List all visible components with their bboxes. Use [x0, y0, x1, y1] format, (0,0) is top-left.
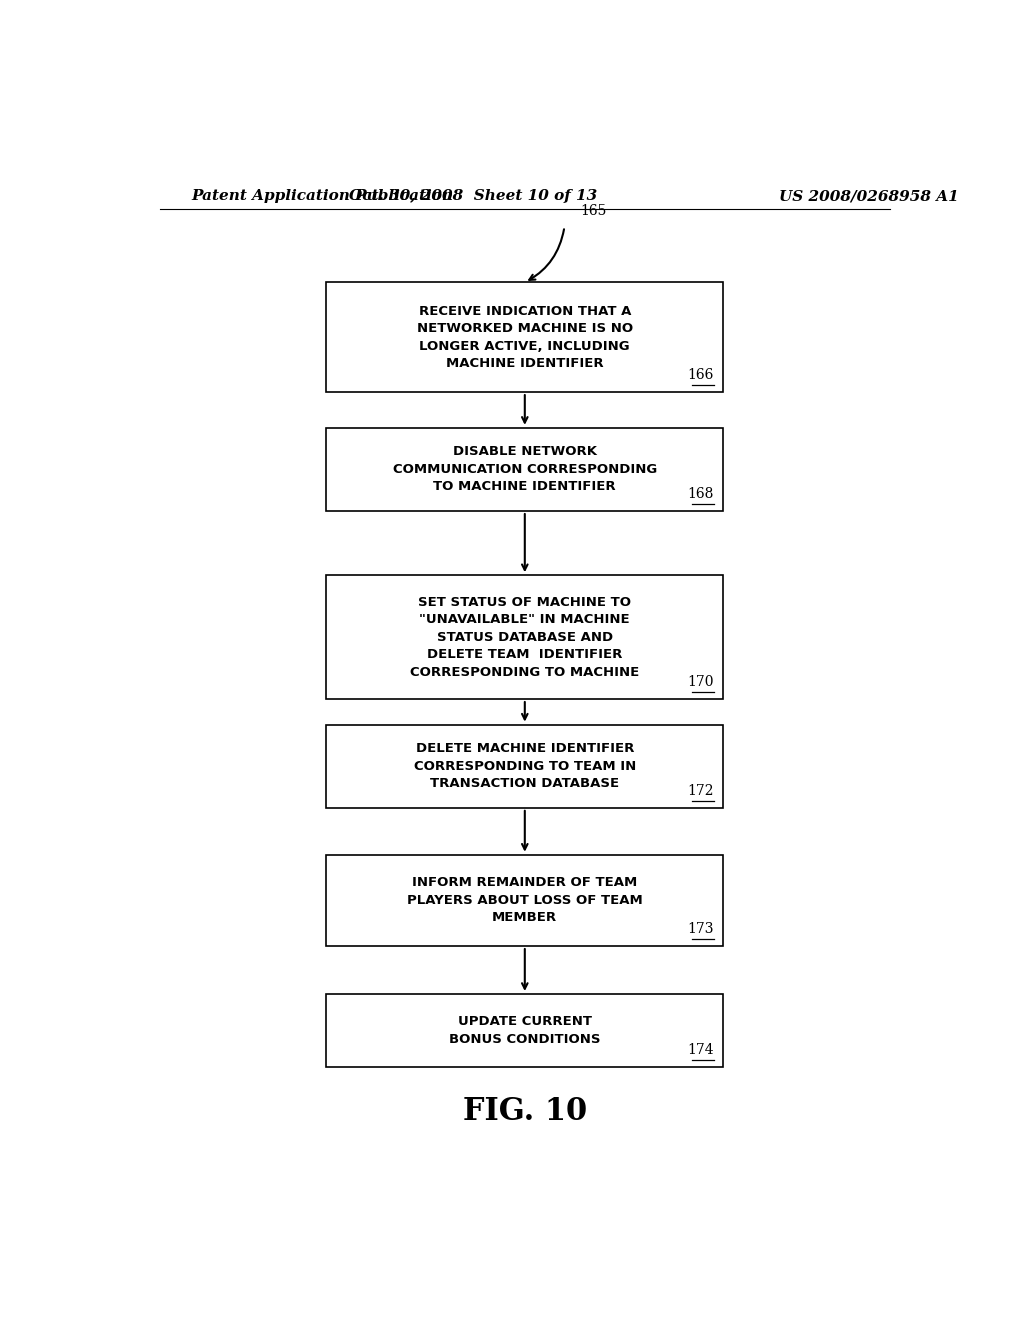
Bar — [327, 428, 723, 511]
Text: 165: 165 — [581, 205, 607, 218]
Text: UPDATE CURRENT
BONUS CONDITIONS: UPDATE CURRENT BONUS CONDITIONS — [450, 1015, 600, 1045]
Text: 166: 166 — [687, 368, 714, 381]
Text: FIG. 10: FIG. 10 — [463, 1097, 587, 1127]
Bar — [327, 725, 723, 808]
Text: 173: 173 — [687, 921, 714, 936]
Bar — [327, 854, 723, 946]
Text: Oct. 30, 2008  Sheet 10 of 13: Oct. 30, 2008 Sheet 10 of 13 — [349, 189, 597, 203]
Bar — [327, 994, 723, 1067]
Text: US 2008/0268958 A1: US 2008/0268958 A1 — [778, 189, 958, 203]
Text: 170: 170 — [687, 675, 714, 689]
Text: 174: 174 — [687, 1043, 714, 1057]
Text: RECEIVE INDICATION THAT A
NETWORKED MACHINE IS NO
LONGER ACTIVE, INCLUDING
MACHI: RECEIVE INDICATION THAT A NETWORKED MACH… — [417, 305, 633, 370]
Text: 168: 168 — [687, 487, 714, 500]
Bar — [327, 282, 723, 392]
Bar — [327, 576, 723, 700]
Text: INFORM REMAINDER OF TEAM
PLAYERS ABOUT LOSS OF TEAM
MEMBER: INFORM REMAINDER OF TEAM PLAYERS ABOUT L… — [407, 876, 643, 924]
Text: Patent Application Publication: Patent Application Publication — [191, 189, 454, 203]
Text: 172: 172 — [687, 784, 714, 797]
Text: SET STATUS OF MACHINE TO
"UNAVAILABLE" IN MACHINE
STATUS DATABASE AND
DELETE TEA: SET STATUS OF MACHINE TO "UNAVAILABLE" I… — [411, 595, 639, 678]
Text: DELETE MACHINE IDENTIFIER
CORRESPONDING TO TEAM IN
TRANSACTION DATABASE: DELETE MACHINE IDENTIFIER CORRESPONDING … — [414, 742, 636, 791]
Text: DISABLE NETWORK
COMMUNICATION CORRESPONDING
TO MACHINE IDENTIFIER: DISABLE NETWORK COMMUNICATION CORRESPOND… — [392, 445, 657, 494]
